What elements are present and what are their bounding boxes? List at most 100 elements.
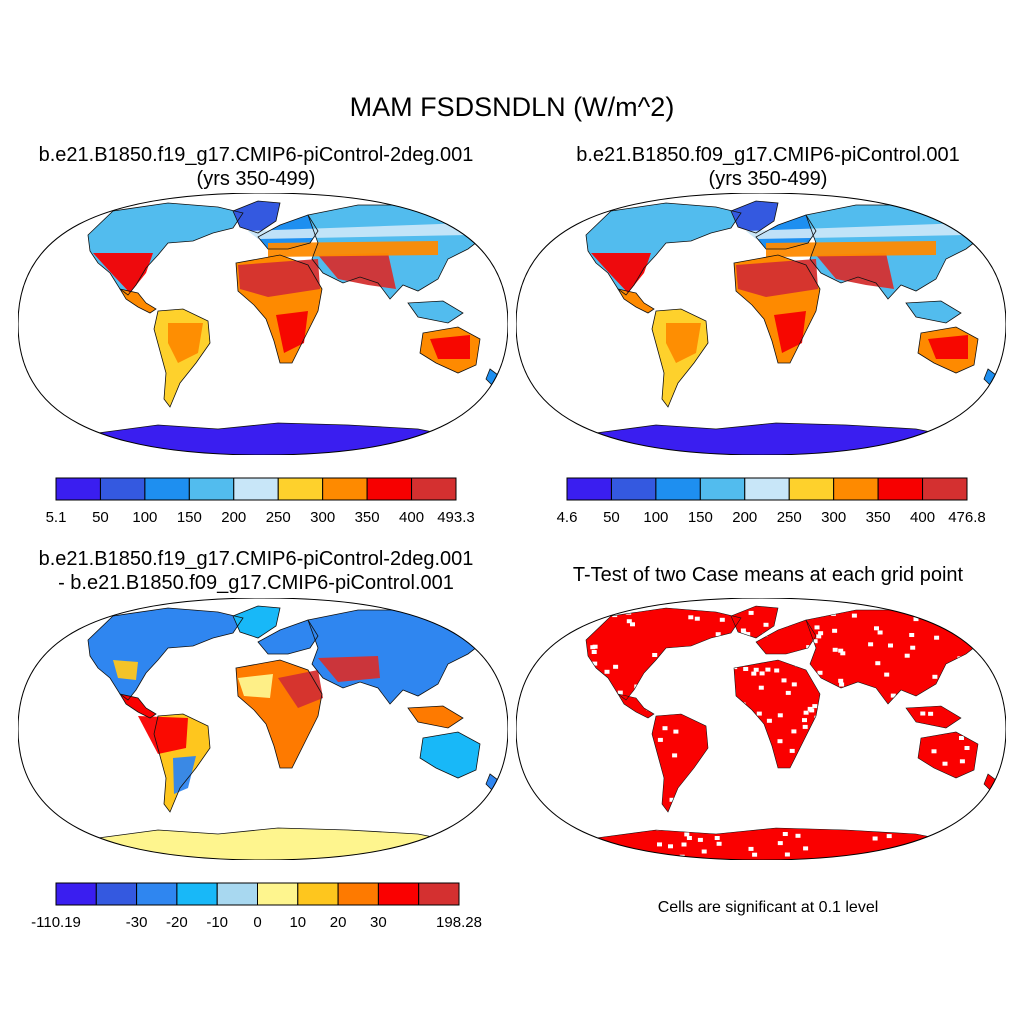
nonsignificant-cell	[820, 700, 826, 705]
panel2-colorbar-box	[877, 477, 924, 501]
nonsignificant-cell	[688, 687, 694, 692]
nonsignificant-cell	[875, 661, 881, 666]
panel3-colorbar-box	[95, 882, 138, 906]
nonsignificant-cell	[913, 617, 919, 622]
nonsignificant-cell	[936, 776, 942, 781]
field-patch	[238, 674, 273, 698]
field-patch	[173, 756, 196, 794]
nonsignificant-cell	[634, 684, 640, 689]
nonsignificant-cell	[701, 782, 706, 787]
field-patch	[318, 656, 380, 682]
coastline-seasia	[905, 300, 962, 324]
panel3-colorbar-tick-label: 198.28	[436, 914, 482, 931]
land-namerica	[586, 203, 741, 295]
nonsignificant-cell	[675, 801, 681, 806]
land-asia	[308, 610, 488, 704]
nonsignificant-cell	[957, 689, 963, 694]
nonsignificant-cell	[669, 797, 675, 802]
nonsignificant-cell	[896, 793, 902, 798]
nonsignificant-cell	[696, 692, 702, 697]
land-antarctica	[58, 828, 498, 860]
field-patch	[113, 660, 138, 680]
nonsignificant-cell	[626, 610, 632, 615]
nonsignificant-cell	[745, 821, 750, 826]
nonsignificant-cell	[700, 712, 706, 717]
land-camerica	[120, 289, 156, 313]
coastline-africa	[235, 659, 323, 769]
coastline-seasia	[905, 705, 962, 729]
nonsignificant-cell	[581, 791, 587, 796]
nonsignificant-cell	[627, 805, 633, 809]
nonsignificant-cell	[842, 783, 848, 788]
nonsignificant-cell	[657, 737, 663, 742]
field-patch	[766, 241, 936, 257]
nonsignificant-cell	[822, 707, 828, 712]
nonsignificant-cell	[888, 643, 893, 648]
panel2-colorbar-box	[566, 477, 612, 501]
nonsignificant-cell	[765, 667, 771, 672]
coastline-europe	[755, 214, 817, 250]
panel2-colorbar-box	[788, 477, 835, 501]
significance-note: Cells are significant at 0.1 level	[657, 899, 879, 916]
panel1-colorbar-box	[99, 477, 146, 501]
coastline-samerica	[153, 713, 211, 813]
panel1-map	[18, 193, 508, 455]
nonsignificant-cell	[741, 631, 747, 636]
panel3-colorbar: -110.19 -30 -20 -10 0 10 20 30 198.28	[31, 882, 482, 931]
nonsignificant-cell	[753, 667, 759, 672]
nonsignificant-cell	[590, 615, 596, 620]
field-patch	[276, 311, 308, 353]
nonsignificant-cell	[715, 632, 721, 637]
nonsignificant-cell	[795, 662, 801, 667]
panel3-title-line1: b.e21.B1850.f19_g17.CMIP6-piControl-2deg…	[38, 548, 474, 570]
panel2-colorbar-box	[610, 477, 657, 501]
nonsignificant-cell	[928, 711, 934, 716]
nonsignificant-cell	[763, 622, 769, 627]
nonsignificant-cell	[745, 791, 751, 795]
field-patch	[248, 223, 468, 239]
panel1-colorbar-tick-label: 400	[399, 509, 424, 526]
nonsignificant-cell	[920, 711, 926, 716]
ttest-land-antarctica	[556, 828, 996, 860]
panel3-map	[18, 598, 508, 860]
nonsignificant-cell	[932, 674, 938, 679]
nonsignificant-cell	[732, 665, 738, 670]
panel1-colorbar-box	[366, 477, 413, 501]
nonsignificant-cell	[839, 682, 845, 687]
panel1-colorbar-box	[322, 477, 368, 501]
nonsignificant-cell	[909, 633, 915, 637]
nonsignificant-cell	[910, 645, 916, 650]
panel1-colorbar-tick-label: 5.1	[46, 509, 67, 526]
nonsignificant-cell	[904, 851, 910, 856]
nonsignificant-cell	[872, 836, 878, 841]
nonsignificant-cell	[556, 729, 562, 734]
ttest-land-europe	[756, 620, 816, 654]
panel1-colorbar-tick-label: 350	[355, 509, 380, 526]
nonsignificant-cell	[594, 731, 600, 736]
land-camerica	[618, 289, 654, 313]
coastline-africa	[733, 254, 821, 364]
panel2-colorbar-tick-label: 150	[688, 509, 713, 526]
nonsignificant-cell	[959, 759, 965, 764]
nonsignificant-cell	[617, 690, 623, 695]
nonsignificant-cell	[603, 690, 609, 695]
nonsignificant-cell	[871, 801, 877, 806]
nonsignificant-cell	[883, 779, 889, 784]
nonsignificant-cell	[822, 813, 828, 818]
panel1-land	[57, 200, 500, 455]
nonsignificant-cell	[802, 771, 808, 776]
nonsignificant-cell	[930, 774, 936, 779]
nonsignificant-cell	[758, 685, 764, 690]
panel4-map-border	[516, 598, 1006, 860]
nonsignificant-cell	[751, 671, 757, 676]
nonsignificant-cell	[926, 773, 932, 778]
panel1-colorbar: 5.1 50 100 150 200 250 300 350 400 493.3	[46, 477, 475, 526]
nonsignificant-cell	[777, 713, 783, 718]
nonsignificant-cell	[612, 613, 618, 618]
land-namerica	[88, 608, 243, 700]
nonsignificant-cell	[719, 617, 725, 622]
nonsignificant-cell	[785, 690, 791, 695]
land-australia	[420, 732, 480, 778]
nonsignificant-cell	[714, 836, 720, 840]
panel2-colorbar: 4.6 50 100 150 200 250 300 350 400 476.8	[557, 477, 986, 526]
